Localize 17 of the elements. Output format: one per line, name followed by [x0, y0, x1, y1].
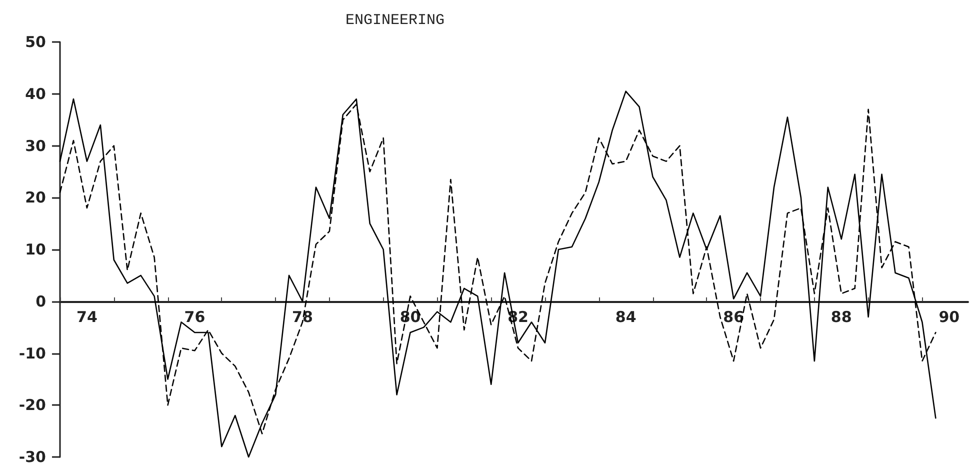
- x-tick-label: 74: [76, 308, 98, 326]
- y-tick-label: 30: [25, 136, 46, 155]
- x-tick-label: 76: [184, 308, 206, 326]
- x-tick-label: 88: [830, 308, 852, 326]
- x-tick-label: 78: [292, 308, 313, 326]
- chart-title: ENGINEERING: [345, 12, 445, 29]
- x-tick-label: 90: [938, 308, 960, 326]
- y-tick-label: -30: [18, 448, 46, 466]
- y-tick-label: -10: [18, 344, 46, 362]
- y-tick-label: 50: [25, 33, 46, 51]
- x-tick-label: 84: [615, 308, 636, 326]
- y-tick-label: 10: [25, 240, 46, 258]
- x-tick-label: 86: [723, 308, 744, 326]
- y-tick-label: 20: [25, 188, 46, 207]
- y-tick-label: 0: [36, 292, 46, 310]
- y-tick-label: 40: [25, 84, 46, 103]
- y-tick-label: -20: [18, 396, 46, 414]
